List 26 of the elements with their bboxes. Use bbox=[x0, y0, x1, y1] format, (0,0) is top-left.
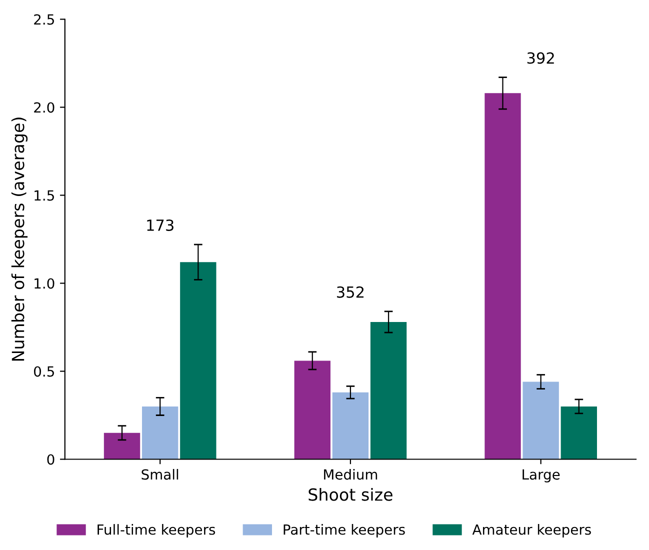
bar bbox=[332, 392, 369, 460]
bar bbox=[142, 406, 178, 460]
bar bbox=[484, 93, 521, 460]
legend-label: Full-time keepers bbox=[98, 524, 216, 538]
x-axis-title: Shoot size bbox=[308, 488, 392, 501]
annotation: 392 bbox=[527, 52, 554, 64]
y-axis-title: Number of keepers (average) bbox=[11, 118, 28, 361]
y-tick-label: 2.0 bbox=[34, 102, 54, 113]
bar bbox=[104, 432, 140, 460]
legend-label: Part-time keepers bbox=[284, 524, 405, 538]
annotation: 352 bbox=[337, 286, 364, 298]
bar bbox=[370, 322, 407, 460]
bar bbox=[294, 360, 330, 460]
x-tick-label: Medium bbox=[324, 468, 378, 480]
y-tick-label: 1.5 bbox=[34, 190, 54, 201]
x-tick-label: Large bbox=[522, 469, 560, 482]
legend-label: Amateur keepers bbox=[472, 524, 591, 538]
y-tick-label: 0.5 bbox=[34, 366, 54, 377]
bar bbox=[522, 382, 559, 460]
y-tick-label: 2.5 bbox=[34, 14, 54, 25]
y-tick-label: 0 bbox=[47, 454, 54, 465]
y-tick-label: 1.0 bbox=[34, 278, 54, 289]
bar bbox=[560, 406, 597, 460]
bar bbox=[180, 262, 216, 460]
x-tick-label: Small bbox=[142, 468, 178, 480]
annotation: 173 bbox=[147, 219, 174, 232]
